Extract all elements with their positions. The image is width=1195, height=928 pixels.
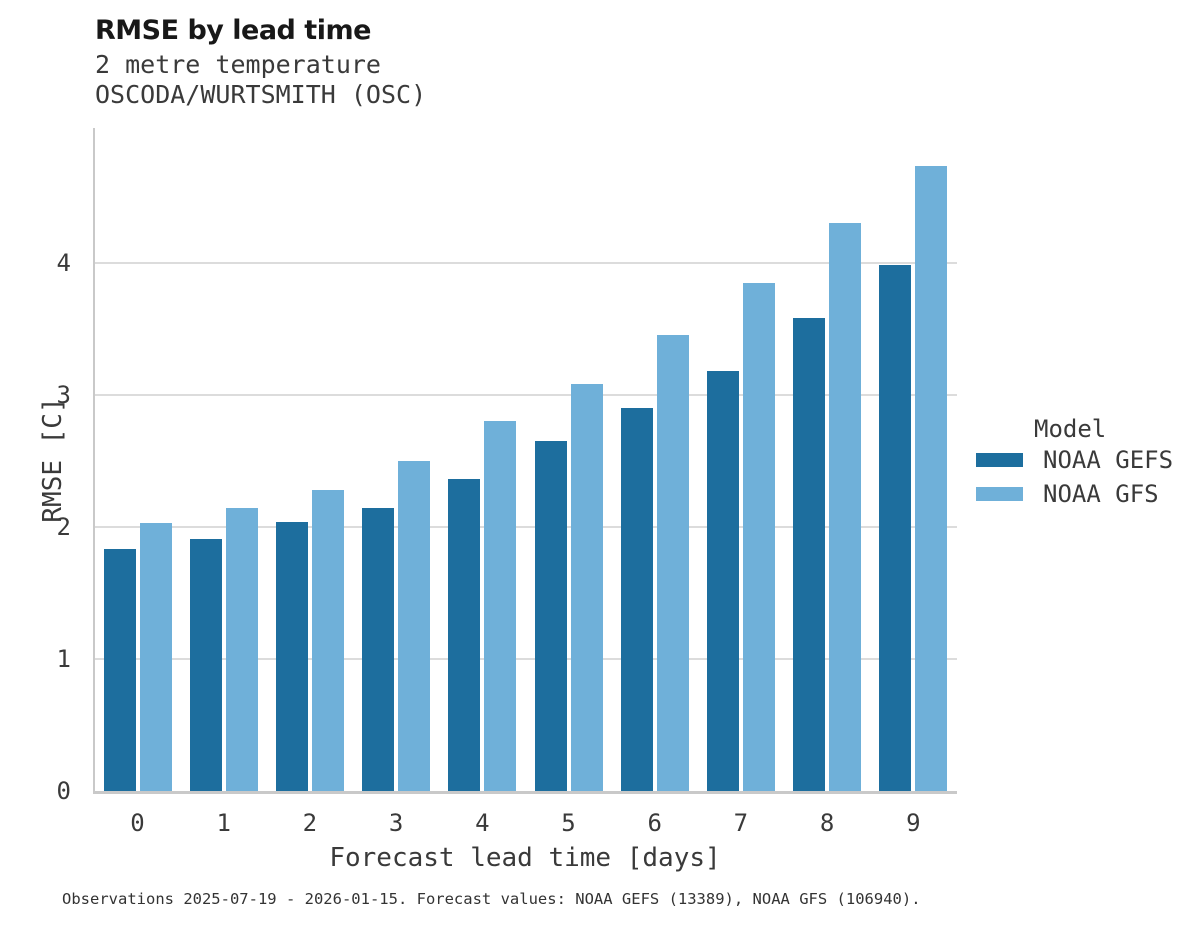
bar-noaa-gefs-lead-0 [103,549,136,791]
bar-chart-plot-area [93,128,957,794]
bar-noaa-gfs-lead-7 [742,283,775,791]
x-tick-label-8: 8 [819,809,835,837]
bar-noaa-gefs-lead-4 [448,479,481,791]
legend-label-noaa-gfs: NOAA GFS [1043,480,1159,508]
noaa-gefs-swatch-icon [976,453,1023,467]
bar-noaa-gfs-lead-6 [656,335,689,791]
bar-noaa-gefs-lead-1 [189,539,222,791]
bar-noaa-gfs-lead-9 [915,166,948,791]
legend-label-noaa-gefs: NOAA GEFS [1043,446,1174,474]
bar-noaa-gefs-lead-3 [362,508,395,791]
bar-noaa-gfs-lead-4 [484,421,517,791]
x-tick-label-6: 6 [647,809,662,837]
legend-item-noaa-gfs: NOAA GFS [976,477,1173,511]
chart-subtitle-line2: OSCODA/WURTSMITH (OSC) [95,79,427,109]
x-tick-label-2: 2 [302,809,318,837]
bar-noaa-gfs-lead-5 [570,384,603,791]
x-tick-label-4: 4 [475,809,490,837]
bar-noaa-gefs-lead-5 [534,441,567,791]
y-tick-label-1: 1 [56,644,71,673]
y-tick-label-4: 4 [56,248,71,277]
gridline-y-3 [95,393,957,396]
bar-noaa-gefs-lead-7 [706,371,739,791]
y-tick-label-0: 0 [56,777,71,805]
noaa-gfs-swatch-icon [976,487,1023,501]
legend-title: Model [1034,415,1107,443]
x-tick-label-9: 9 [906,809,921,837]
chart-title: RMSE by lead time [95,15,371,46]
bar-noaa-gefs-lead-9 [879,265,912,791]
x-tick-label-0: 0 [130,809,145,837]
chart-subtitle: 2 metre temperature OSCODA/WURTSMITH (OS… [95,50,426,109]
bar-noaa-gfs-lead-1 [225,508,258,791]
y-tick-label-2: 2 [56,512,71,541]
gridline-y-4 [95,261,957,264]
x-tick-label-7: 7 [733,809,749,837]
x-tick-label-1: 1 [216,809,231,837]
footnote-caption: Observations 2025-07-19 - 2026-01-15. Fo… [62,890,921,908]
bar-noaa-gfs-lead-3 [398,461,431,791]
gridline-y-2 [95,525,957,528]
x-tick-label-3: 3 [388,809,404,837]
bar-noaa-gefs-lead-8 [793,318,826,791]
y-axis-label: RMSE [C] [38,397,68,523]
gridline-y-1 [95,657,957,660]
bar-noaa-gfs-lead-2 [311,490,344,791]
y-tick-label-3: 3 [56,380,71,409]
chart-subtitle-line1: 2 metre temperature [95,50,381,79]
bar-noaa-gefs-lead-6 [620,408,653,791]
bar-noaa-gfs-lead-0 [139,523,172,791]
x-tick-label-5: 5 [561,809,576,837]
legend-item-noaa-gefs: NOAA GEFS [976,443,1173,477]
x-axis-label: Forecast lead time [days] [329,843,721,873]
bar-noaa-gfs-lead-8 [829,223,862,791]
bar-noaa-gefs-lead-2 [275,522,308,791]
legend: Model NOAA GEFS NOAA GFS [976,415,1173,511]
